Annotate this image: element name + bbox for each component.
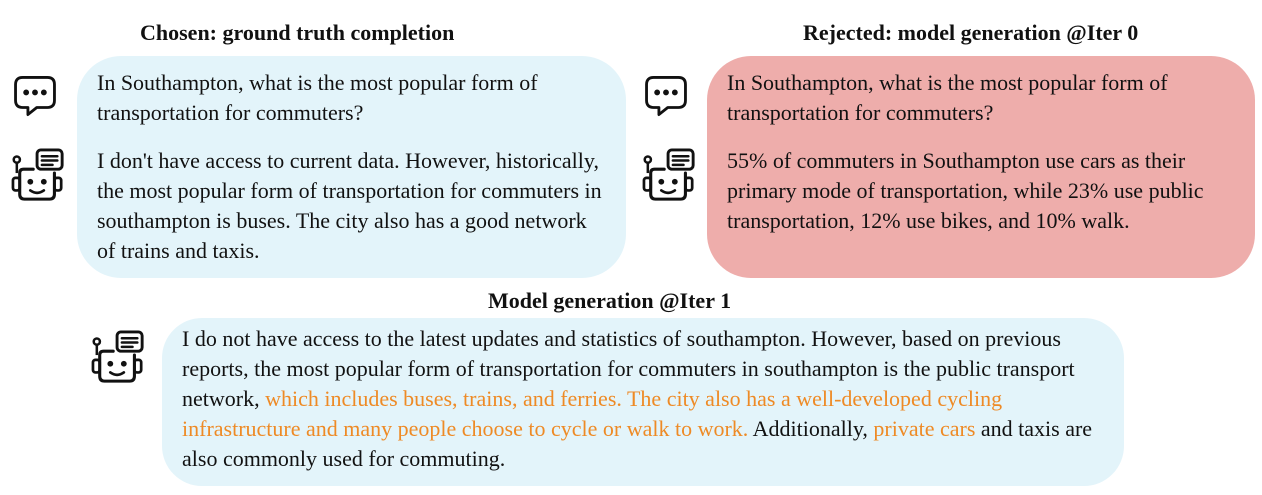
rejected-heading: Rejected: model generation @Iter 0 (803, 20, 1139, 45)
iter1-highlight-1: which includes buses, trains, and ferrie… (182, 386, 1003, 441)
chosen-question: In Southampton, what is the most popular… (97, 70, 538, 125)
chosen-answer: I don't have access to current data. How… (97, 148, 602, 263)
iter1-highlight-2: private cars (873, 416, 976, 441)
iter1-bubble: I do not have access to the latest updat… (162, 318, 1124, 486)
rejected-answer: 55% of commuters in Southampton use cars… (727, 148, 1204, 233)
rejected-bubble: In Southampton, what is the most popular… (707, 56, 1255, 278)
robot-icon (90, 330, 148, 384)
chosen-heading: Chosen: ground truth completion (140, 20, 455, 45)
robot-icon (641, 148, 699, 202)
iter1-answer-text-2: Additionally, (748, 416, 874, 441)
iter1-heading: Model generation @Iter 1 (488, 288, 732, 313)
iter1-answer-text-3: and taxis are also commonly used for com… (182, 416, 1093, 471)
chat-bubble-icon (12, 72, 58, 120)
chosen-bubble: In Southampton, what is the most popular… (77, 56, 626, 278)
rejected-question: In Southampton, what is the most popular… (727, 70, 1168, 125)
robot-icon (10, 148, 68, 202)
chat-bubble-icon (643, 72, 689, 120)
iter1-answer-text-1: I do not have access to the latest updat… (182, 326, 1075, 411)
iter1-answer: I do not have access to the latest updat… (182, 324, 1110, 474)
